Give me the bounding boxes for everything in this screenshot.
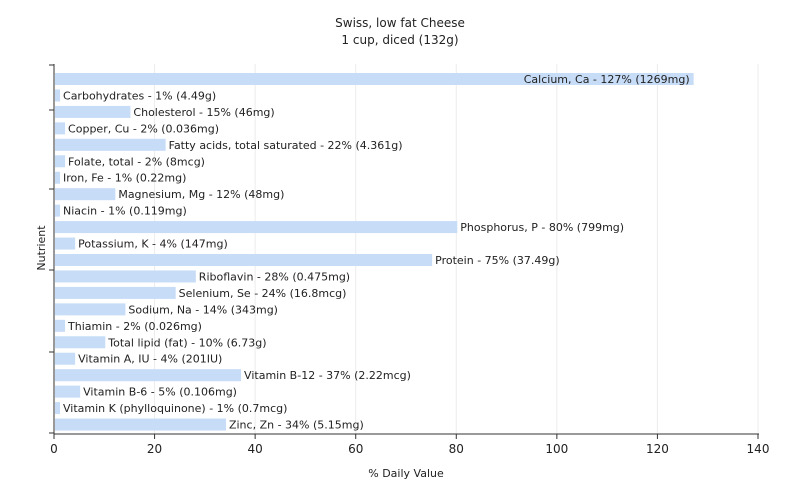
bar xyxy=(55,319,66,332)
bar-label: Vitamin B-12 - 37% (2.22mcg) xyxy=(244,369,411,382)
bar xyxy=(55,237,76,250)
bar-label: Phosphorus, P - 80% (799mg) xyxy=(460,221,624,234)
axes: 0 20 40 60 80 100 120 140 xyxy=(49,64,769,456)
bar-label: Total lipid (fat) - 10% (6.73g) xyxy=(107,336,266,349)
bar-label: Selenium, Se - 24% (16.8mcg) xyxy=(179,287,347,300)
bar-label: Sodium, Na - 14% (343mg) xyxy=(128,303,278,316)
bar xyxy=(55,385,81,398)
chart-subtitle: 1 cup, diced (132g) xyxy=(341,33,458,47)
bar-label: Protein - 75% (37.49g) xyxy=(435,254,560,267)
bar xyxy=(55,122,66,135)
x-tick-label: 120 xyxy=(646,442,669,456)
bar xyxy=(55,254,433,266)
bar xyxy=(55,286,176,299)
bar-label: Calcium, Ca - 127% (1269mg) xyxy=(524,73,690,86)
bar-label: Copper, Cu - 2% (0.036mg) xyxy=(68,122,219,135)
bar-label: Iron, Fe - 1% (0.22mg) xyxy=(63,172,186,185)
chart-title: Swiss, low fat Cheese xyxy=(335,16,465,30)
x-tick-label: 40 xyxy=(248,442,263,456)
bar-label: Zinc, Zn - 34% (5.15mg) xyxy=(229,419,364,432)
bar-label: Niacin - 1% (0.119mg) xyxy=(63,205,187,218)
bar xyxy=(55,336,106,349)
bar-label: Vitamin A, IU - 4% (201IU) xyxy=(78,353,222,366)
bar-label: Cholesterol - 15% (46mg) xyxy=(133,106,274,119)
bar xyxy=(55,369,242,382)
grid-lines xyxy=(154,64,759,434)
bars: Calcium, Ca - 127% (1269mg) Carbohydrates… xyxy=(55,73,694,432)
bar-label: Thiamin - 2% (0.026mg) xyxy=(67,320,202,333)
bar xyxy=(55,188,116,201)
x-tick-label: 20 xyxy=(147,442,162,456)
bar xyxy=(55,105,131,118)
bar-label: Fatty acids, total saturated - 22% (4.36… xyxy=(169,139,403,152)
bar xyxy=(55,270,196,283)
x-tick-label: 140 xyxy=(747,442,770,456)
x-tick-label: 0 xyxy=(50,442,58,456)
bar-label: Folate, total - 2% (8mcg) xyxy=(68,155,205,168)
bar-label: Riboflavin - 28% (0.475mg) xyxy=(199,270,350,283)
bar xyxy=(55,89,61,102)
bar xyxy=(55,73,694,85)
bar xyxy=(55,303,126,316)
x-tick-label: 80 xyxy=(449,442,464,456)
bar xyxy=(55,204,61,217)
bar-label: Magnesium, Mg - 12% (48mg) xyxy=(118,188,284,201)
bar-label: Potassium, K - 4% (147mg) xyxy=(78,238,228,251)
bar-label: Vitamin B-6 - 5% (0.106mg) xyxy=(83,386,237,399)
bar xyxy=(55,418,226,431)
x-tick-label: 60 xyxy=(348,442,363,456)
bar xyxy=(55,402,61,415)
bar-label: Carbohydrates - 1% (4.49g) xyxy=(63,89,216,102)
bar xyxy=(55,352,76,365)
x-tick-label: 100 xyxy=(545,442,568,456)
bar xyxy=(55,221,458,234)
bar-label: Vitamin K (phylloquinone) - 1% (0.7mcg) xyxy=(63,402,287,415)
x-axis-title: % Daily Value xyxy=(368,467,444,480)
bar xyxy=(55,171,61,184)
bar xyxy=(55,138,166,151)
y-axis-title: Nutrient xyxy=(35,225,48,271)
bar xyxy=(55,155,66,168)
